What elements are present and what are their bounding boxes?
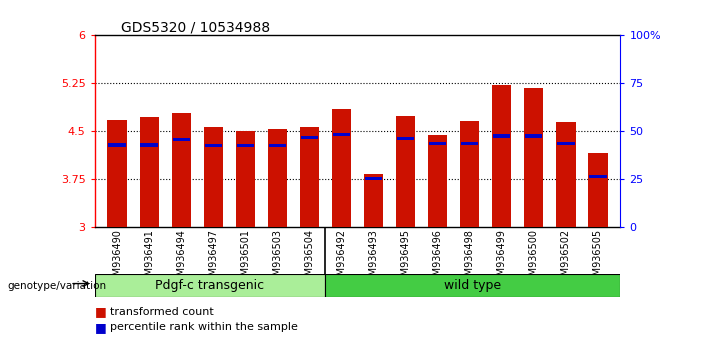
Text: genotype/variation: genotype/variation [7, 281, 106, 291]
Bar [396, 116, 415, 227]
Bar [588, 153, 608, 227]
Bar [364, 174, 383, 227]
Bar [268, 129, 287, 227]
Bar [301, 136, 318, 139]
Text: percentile rank within the sample: percentile rank within the sample [110, 322, 298, 332]
Bar [557, 122, 576, 227]
Text: GSM936502: GSM936502 [561, 229, 571, 288]
Text: GSM936505: GSM936505 [593, 229, 603, 288]
Text: GSM936491: GSM936491 [144, 229, 154, 288]
Text: GSM936496: GSM936496 [433, 229, 442, 288]
Text: GSM936504: GSM936504 [304, 229, 315, 288]
Bar [268, 144, 286, 147]
Bar [365, 177, 382, 181]
Bar [428, 135, 447, 227]
Bar [203, 126, 223, 227]
Text: GSM936493: GSM936493 [369, 229, 379, 288]
Text: ■: ■ [95, 305, 107, 318]
Bar [325, 274, 620, 297]
Bar [332, 109, 351, 227]
Text: GSM936498: GSM936498 [465, 229, 475, 288]
Text: GSM936500: GSM936500 [529, 229, 539, 288]
Bar [107, 120, 127, 227]
Bar [205, 144, 222, 147]
Text: transformed count: transformed count [110, 307, 214, 316]
Bar [139, 117, 158, 227]
Bar [95, 274, 325, 297]
Bar [460, 121, 479, 227]
Bar [397, 137, 414, 140]
Bar [493, 135, 510, 138]
Text: ■: ■ [95, 321, 107, 334]
Bar [557, 142, 575, 145]
Text: GSM936499: GSM936499 [497, 229, 507, 288]
Text: wild type: wild type [444, 279, 501, 292]
Text: GDS5320 / 10534988: GDS5320 / 10534988 [121, 20, 270, 34]
Bar [525, 135, 543, 138]
Bar [140, 143, 158, 147]
Text: Pdgf-c transgenic: Pdgf-c transgenic [155, 279, 264, 292]
Bar [236, 131, 255, 227]
Bar [237, 144, 254, 147]
Bar [524, 88, 543, 227]
Bar [172, 113, 191, 227]
Bar [109, 143, 125, 147]
Text: GSM936494: GSM936494 [176, 229, 186, 288]
Text: GSM936495: GSM936495 [400, 229, 411, 288]
Bar [429, 142, 447, 145]
Bar [461, 142, 478, 145]
Bar [590, 175, 606, 178]
Bar [333, 133, 350, 136]
Text: GSM936503: GSM936503 [273, 229, 283, 288]
Text: GSM936497: GSM936497 [208, 229, 218, 288]
Bar [172, 138, 190, 141]
Text: GSM936501: GSM936501 [240, 229, 250, 288]
Bar [300, 126, 319, 227]
Text: GSM936490: GSM936490 [112, 229, 122, 288]
Text: GSM936492: GSM936492 [336, 229, 346, 288]
Bar [492, 85, 512, 227]
